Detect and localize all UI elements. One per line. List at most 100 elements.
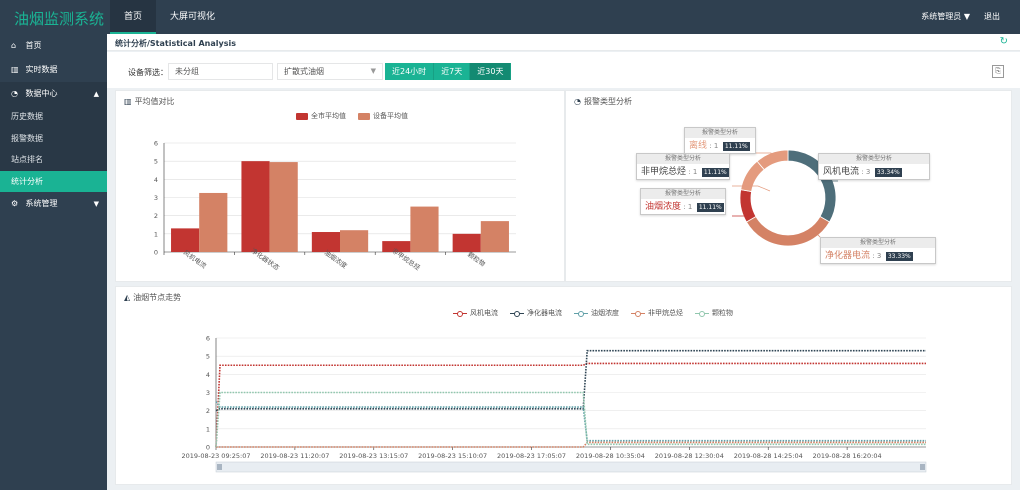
legend-item[interactable]: 设备平均值 <box>358 111 408 121</box>
top-bar: 油烟监测系统 首页 大屏可视化 系统管理员 ▼ 退出 <box>0 0 1020 34</box>
series-line <box>215 401 926 442</box>
bar <box>311 232 340 252</box>
bar <box>340 230 369 252</box>
logout-link[interactable]: 退出 <box>984 12 1000 21</box>
y-tick-label: 0 <box>154 249 158 257</box>
tooltip-count: 3 <box>876 252 882 260</box>
x-tick-label: 2019-08-23 13:15:07 <box>339 452 408 460</box>
x-tick-label: 2019-08-28 10:35:04 <box>576 452 645 460</box>
sidebar-item-realtime[interactable]: ▥ 实时数据 <box>0 58 107 82</box>
main-content: 统计分析/Statistical Analysis ↻ 设备筛选： 未分组 扩散… <box>107 34 1020 490</box>
range-7d-button[interactable]: 近7天 <box>434 63 471 80</box>
y-tick-label: 4 <box>154 176 158 184</box>
tooltip-percent: 11.11% <box>722 142 750 151</box>
legend-label: 净化器电流 <box>527 309 562 317</box>
user-area: 系统管理员 ▼ 退出 <box>921 0 1000 34</box>
sidebar-item-label: 数据中心 <box>25 89 58 98</box>
tooltip-header: 报警类型分析 <box>819 154 929 164</box>
donut-slice <box>739 189 757 223</box>
tooltip-name: 油烟浓度 <box>645 202 682 212</box>
nav-big-screen[interactable]: 大屏可视化 <box>170 12 216 22</box>
sidebar-item-label: 首页 <box>25 41 42 50</box>
sidebar-subitem-alarm[interactable]: 报警数据 <box>0 127 107 149</box>
page-title: 统计分析/Statistical Analysis <box>115 39 236 48</box>
y-tick-label: 0 <box>206 444 210 452</box>
page-title-bar: 统计分析/Statistical Analysis ↻ <box>107 34 1020 51</box>
average-compare-panel: ▥ 平均值对比 全市平均值 设备平均值 0 1 2 3 4 5 6 风机电流 净化器状态 油烟浓度非… <box>115 90 565 282</box>
filter-bar: 设备筛选： 未分组 扩散式油烟 ▼ 近24小时 近7天 近30天 ⎘ <box>107 52 1020 88</box>
legend-item[interactable]: 颗粒物 <box>695 308 733 318</box>
x-tick-label: 2019-08-28 14:25:04 <box>734 452 803 460</box>
trend-panel: ◭ 油烟节点走势 风机电流 净化器电流 油烟浓度 非甲烷总烃 颗粒物 0 1 2 3 4 5… <box>115 286 1012 485</box>
nav-home[interactable]: 首页 <box>110 0 157 34</box>
leader-line <box>732 185 771 192</box>
chevron-up-icon: ▲ <box>93 90 99 98</box>
sidebar-item-home[interactable]: ⌂ 首页 <box>0 34 107 58</box>
leader-line <box>732 212 753 217</box>
bar <box>199 192 228 252</box>
range-24h-button[interactable]: 近24小时 <box>385 63 435 80</box>
alarm-type-panel: ◔ 报警类型分析 报警类型分析 离线 : 1 11.11% 报警类型分析 非甲烷总… <box>565 90 1012 282</box>
tooltip-percent: 33.33% <box>885 252 913 261</box>
legend-label: 全市平均值 <box>311 112 346 120</box>
tooltip-offline: 报警类型分析 离线 : 1 11.11% <box>684 127 756 154</box>
bar <box>171 228 200 252</box>
x-tick-label: 2019-08-23 15:10:07 <box>418 452 487 460</box>
series-line <box>215 391 926 448</box>
tooltip-count: 1 <box>687 203 693 211</box>
tooltip-percent: 11.11% <box>696 203 724 212</box>
sidebar-subitem-ranking[interactable]: 站点排名 <box>0 149 107 171</box>
sidebar-item-data-center[interactable]: ◔ 数据中心 ▲ <box>0 82 107 106</box>
line-legend: 风机电流 净化器电流 油烟浓度 非甲烷总烃 颗粒物 <box>453 308 733 318</box>
top-nav: 首页 大屏可视化 <box>110 0 229 34</box>
tooltip-fan-current: 报警类型分析 风机电流 : 3 33.34% <box>818 153 930 180</box>
series-line <box>215 349 926 412</box>
legend-item[interactable]: 全市平均值 <box>296 111 346 121</box>
bar-chart-icon: ▥ <box>124 97 132 106</box>
bar <box>382 241 411 252</box>
sidebar-item-label: 系统管理 <box>25 199 58 208</box>
x-tick-label: 2019-08-23 11:20:07 <box>260 452 329 460</box>
y-tick-label: 1 <box>206 425 210 433</box>
x-tick-label: 2019-08-28 12:30:04 <box>655 452 724 460</box>
range-30d-button[interactable]: 近30天 <box>470 63 512 80</box>
x-tick-label: 2019-08-23 17:05:07 <box>497 452 566 460</box>
legend-swatch <box>510 310 524 317</box>
sidebar-subitem-statistics[interactable]: 统计分析 <box>0 170 107 192</box>
legend-swatch <box>695 310 709 317</box>
bar-legend: 全市平均值 设备平均值 <box>296 111 408 121</box>
bar <box>452 233 481 252</box>
bar <box>480 221 509 252</box>
sidebar-subitem-history[interactable]: 历史数据 <box>0 106 107 128</box>
group-input[interactable]: 未分组 <box>168 63 273 80</box>
donut-chart <box>732 149 838 247</box>
time-range-group: 近24小时 近7天 近30天 <box>385 63 512 80</box>
refresh-icon[interactable]: ↻ <box>999 36 1008 47</box>
legend-label: 非甲烷总烃 <box>648 309 683 317</box>
legend-item[interactable]: 非甲烷总烃 <box>631 308 683 318</box>
y-tick-label: 6 <box>206 335 210 343</box>
legend-item[interactable]: 风机电流 <box>453 308 498 318</box>
donut-slice <box>745 215 831 247</box>
bar <box>410 206 439 252</box>
tooltip-header: 报警类型分析 <box>821 238 935 248</box>
x-tick-label: 2019-08-28 16:20:04 <box>813 452 882 460</box>
legend-item[interactable]: 油烟浓度 <box>574 308 619 318</box>
legend-item[interactable]: 净化器电流 <box>510 308 562 318</box>
panel-title: ◔ 报警类型分析 <box>574 96 632 107</box>
tooltip-header: 报警类型分析 <box>641 189 725 199</box>
user-menu[interactable]: 系统管理员 ▼ <box>921 12 970 21</box>
x-tick-label: 颗粒物 <box>466 250 488 269</box>
y-tick-label: 2 <box>206 407 210 415</box>
tooltip-body: 净化器电流 : 3 33.33% <box>825 251 913 261</box>
device-select[interactable]: 扩散式油烟 ▼ <box>277 63 383 80</box>
tooltip-percent: 33.34% <box>874 168 902 177</box>
filter-label: 设备筛选： <box>128 68 168 77</box>
sidebar-item-system[interactable]: ⚙ 系统管理 ▼ <box>0 192 107 216</box>
y-tick-label: 5 <box>206 353 210 361</box>
donut-slice <box>756 149 789 171</box>
y-tick-label: 1 <box>154 230 158 238</box>
panel-title-text: 平均值对比 <box>134 97 175 106</box>
export-icon[interactable]: ⎘ <box>992 65 1004 78</box>
